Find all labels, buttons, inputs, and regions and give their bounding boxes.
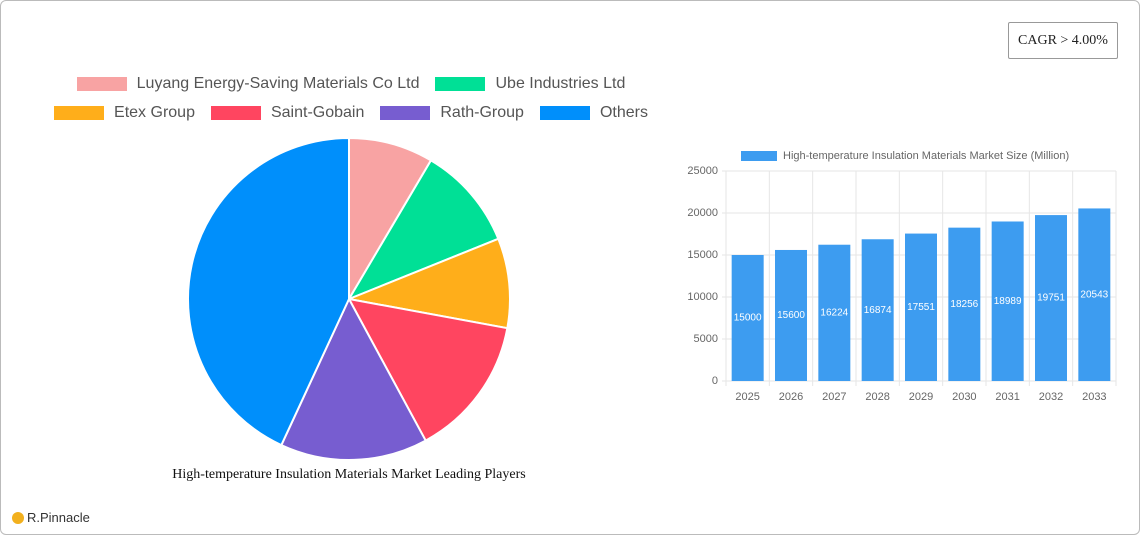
y-tick-label: 5000 bbox=[694, 333, 718, 345]
bar bbox=[731, 255, 764, 381]
value-label: 16224 bbox=[820, 307, 848, 318]
y-tick-label: 20000 bbox=[687, 207, 718, 219]
pie-slice bbox=[347, 297, 509, 442]
value-label: 20543 bbox=[1080, 289, 1108, 300]
legend-label: Others bbox=[599, 103, 648, 121]
legend-label: Rath-Group bbox=[440, 103, 524, 121]
y-tick-label: 0 bbox=[712, 375, 718, 387]
legend: Luyang Energy-Saving Materials Co Ltd Ube… bbox=[45, 73, 657, 123]
bar bbox=[775, 249, 807, 381]
legend-label: High-temperature Insulation Materials Ma… bbox=[783, 150, 1069, 162]
x-tick-label: 2029 bbox=[909, 391, 933, 403]
x-tick-label: 2027 bbox=[822, 391, 846, 403]
y-tick-label: 25000 bbox=[687, 165, 718, 177]
logo: R.Pinnacle bbox=[12, 510, 90, 525]
legend-label: Saint-Gobain bbox=[270, 103, 365, 121]
legend-swatch bbox=[539, 105, 590, 120]
bar bbox=[861, 239, 894, 381]
bar bbox=[948, 227, 981, 381]
bar-chart: High-temperature Insulation Materials Ma… bbox=[687, 150, 1117, 403]
value-label: 16874 bbox=[864, 305, 892, 316]
bar bbox=[1078, 208, 1111, 381]
pie-slice bbox=[348, 136, 433, 303]
legend-swatch bbox=[741, 151, 777, 161]
bar bbox=[1035, 215, 1067, 381]
x-tick-label: 2033 bbox=[1082, 391, 1106, 403]
legend-swatch bbox=[210, 105, 261, 120]
value-label: 17551 bbox=[907, 302, 935, 313]
pie-slice bbox=[280, 296, 428, 461]
legend-label: Ube Industries Ltd bbox=[495, 74, 626, 92]
pie-chart bbox=[187, 136, 511, 461]
y-tick-label: 15000 bbox=[687, 249, 718, 261]
x-tick-label: 2028 bbox=[865, 391, 889, 403]
legend-item: Etex Group bbox=[54, 102, 195, 123]
value-label: 18256 bbox=[950, 299, 978, 310]
value-label: 15600 bbox=[777, 310, 805, 321]
bar bbox=[905, 233, 937, 381]
legend-item: Luyang Energy-Saving Materials Co Ltd bbox=[76, 73, 420, 94]
pie-slice bbox=[187, 136, 350, 447]
legend-label: Etex Group bbox=[114, 103, 195, 121]
legend-item: Saint-Gobain bbox=[210, 102, 365, 123]
value-label: 19751 bbox=[1037, 293, 1065, 304]
cagr-badge: CAGR > 4.00% bbox=[1008, 22, 1118, 59]
x-tick-label: 2031 bbox=[995, 391, 1019, 403]
legend-swatch bbox=[54, 105, 105, 120]
bar bbox=[818, 244, 851, 381]
pie-slice bbox=[346, 159, 500, 302]
y-tick-label: 10000 bbox=[687, 291, 718, 303]
logo-icon bbox=[12, 511, 24, 524]
legend-item: Ube Industries Ltd bbox=[435, 73, 625, 94]
value-label: 18989 bbox=[994, 296, 1022, 307]
legend-label: Luyang Energy-Saving Materials Co Ltd bbox=[136, 74, 420, 92]
x-tick-label: 2032 bbox=[1039, 391, 1063, 403]
x-tick-label: 2025 bbox=[735, 391, 759, 403]
legend-swatch bbox=[380, 105, 431, 120]
legend-swatch bbox=[435, 76, 486, 91]
legend-item: Rath-Group bbox=[380, 102, 524, 123]
legend-item: Others bbox=[539, 102, 648, 123]
bar bbox=[991, 221, 1024, 381]
legend-swatch bbox=[76, 76, 127, 91]
x-tick-label: 2030 bbox=[952, 391, 976, 403]
value-label: 15000 bbox=[734, 313, 762, 324]
x-tick-label: 2026 bbox=[779, 391, 803, 403]
logo-text: R.Pinnacle bbox=[27, 510, 90, 525]
chart-title: High-temperature Insulation Materials Ma… bbox=[172, 467, 526, 482]
